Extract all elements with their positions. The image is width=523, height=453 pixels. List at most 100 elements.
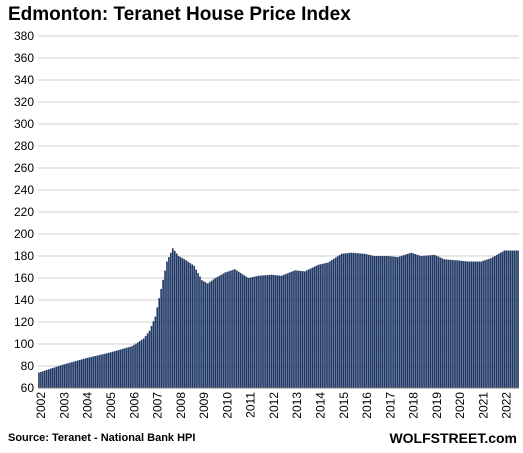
y-tick-label: 100 (14, 337, 34, 351)
bar (144, 335, 147, 388)
bar (305, 270, 308, 388)
bar (127, 347, 130, 388)
bar (470, 261, 473, 388)
x-tick-label: 2022 (500, 392, 514, 419)
bar (416, 254, 418, 388)
bar (466, 261, 469, 388)
bar (98, 355, 100, 388)
bar (445, 259, 448, 388)
bar (67, 363, 69, 388)
chart-title: Edmonton: Teranet House Price Index (8, 4, 351, 25)
bar (106, 353, 108, 388)
bar (497, 253, 500, 388)
x-tick-label: 2013 (290, 392, 304, 419)
bar (286, 273, 289, 388)
bar (385, 256, 387, 388)
bar (82, 358, 85, 388)
bar (243, 275, 246, 388)
bar (354, 253, 356, 388)
bar (301, 271, 304, 388)
bar (292, 271, 294, 388)
x-tick-label: 2009 (197, 392, 211, 419)
bar (249, 277, 252, 388)
bar (228, 271, 230, 388)
bar (201, 280, 203, 388)
bar (216, 276, 219, 388)
bar (185, 260, 188, 388)
bar (235, 270, 238, 388)
bar (61, 364, 64, 388)
bar (65, 363, 67, 388)
bar (259, 275, 261, 388)
x-tick-label: 2020 (453, 392, 467, 419)
bar (443, 259, 446, 388)
bar (206, 283, 209, 388)
bar (495, 254, 498, 388)
bar (164, 270, 166, 388)
bar (457, 260, 459, 388)
bar (80, 359, 83, 388)
bar (113, 351, 116, 388)
bar (47, 369, 50, 388)
bar (199, 276, 201, 388)
bar (154, 316, 157, 388)
bar (76, 360, 79, 388)
y-tick-label: 160 (14, 271, 34, 285)
bar (104, 353, 106, 388)
bar (437, 256, 440, 388)
bar (135, 343, 137, 388)
y-tick-label: 80 (21, 359, 35, 373)
bar (435, 255, 438, 388)
bar (280, 275, 283, 388)
bar (162, 279, 164, 388)
bar (429, 255, 432, 388)
y-tick-label: 240 (14, 183, 34, 197)
x-tick-label: 2006 (127, 392, 141, 419)
bar (377, 256, 380, 388)
bar (460, 260, 463, 388)
bar (117, 350, 120, 388)
bar (51, 368, 54, 388)
bar (88, 357, 91, 388)
bar (57, 366, 60, 388)
bar (142, 338, 145, 388)
bar (410, 252, 413, 388)
bar (299, 270, 302, 388)
bar (348, 252, 351, 388)
bar (369, 255, 372, 388)
y-tick-label: 220 (14, 205, 34, 219)
bar (321, 263, 323, 388)
x-tick-label: 2014 (313, 392, 327, 419)
bar (480, 261, 482, 388)
bar (424, 255, 426, 388)
bar (195, 269, 197, 388)
bar (313, 266, 316, 388)
x-tick-label: 2002 (34, 392, 48, 419)
y-tick-label: 300 (14, 117, 34, 131)
bar (323, 263, 325, 388)
bar (319, 264, 322, 388)
bar (309, 268, 312, 388)
bar (282, 275, 285, 388)
bar (447, 259, 450, 388)
bar (334, 257, 337, 388)
bar (140, 339, 143, 388)
bar (363, 253, 366, 388)
bar (158, 298, 161, 388)
bar (168, 257, 170, 388)
bar (150, 326, 153, 388)
bar (515, 250, 517, 388)
bar (474, 261, 477, 388)
bar (129, 346, 131, 388)
bar (342, 253, 345, 388)
bar (179, 257, 182, 388)
bar (109, 352, 112, 388)
bar (274, 275, 277, 388)
bar (232, 269, 234, 388)
bar (177, 256, 180, 388)
bar (427, 255, 430, 388)
bar (73, 361, 75, 388)
bar (121, 348, 124, 388)
y-tick-label: 120 (14, 315, 34, 329)
bar (181, 258, 184, 388)
